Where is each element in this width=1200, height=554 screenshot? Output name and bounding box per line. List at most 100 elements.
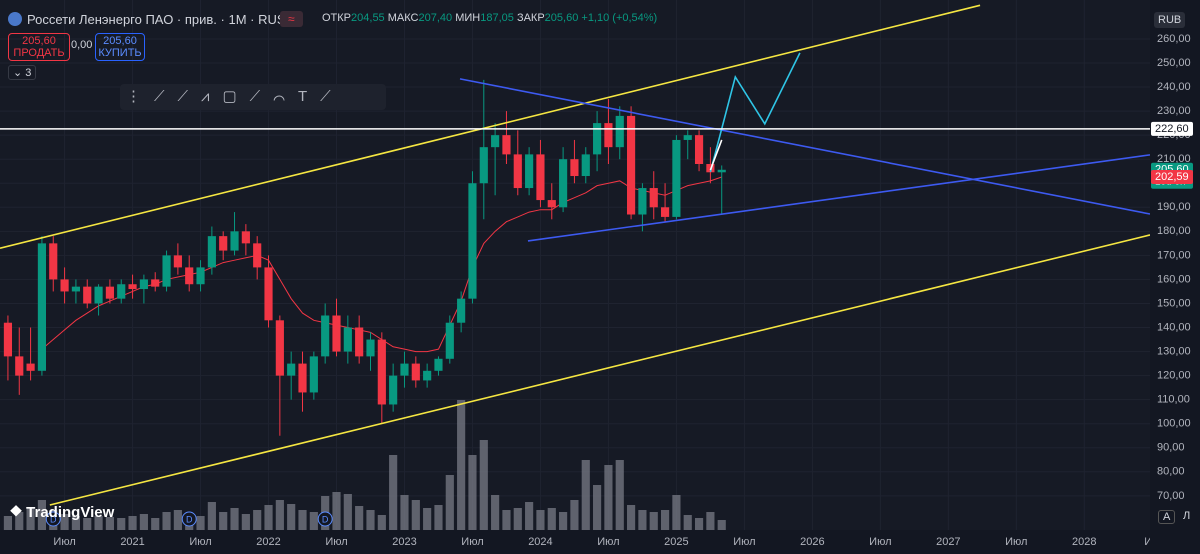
candle-body [581, 154, 590, 177]
volume-bar [219, 512, 228, 530]
candle-body [423, 370, 432, 381]
volume-bar [128, 516, 137, 530]
log-scale[interactable]: Л [1183, 510, 1191, 522]
candle-body [241, 231, 250, 244]
candle-body [683, 135, 692, 140]
buy-button[interactable]: 205,60 КУПИТЬ [95, 33, 145, 61]
x-tick-label: Июл [597, 536, 619, 548]
brand-text: TradingView [26, 504, 115, 521]
sell-button[interactable]: 205,60 ПРОДАТЬ [8, 33, 70, 61]
volume-bar [491, 495, 500, 530]
volume-bar [366, 510, 375, 530]
candle-body [298, 363, 307, 393]
volume-bar [309, 512, 318, 530]
dividend-label: D [322, 514, 329, 524]
volume-bar [683, 515, 692, 530]
price: 205,60 [22, 35, 56, 47]
candle-body [83, 286, 92, 304]
volume-bar [593, 485, 602, 530]
candle-body [525, 154, 534, 189]
drawing-toolbar[interactable]: ⋮⟋⟋⩘▢⟋⌒T⟋ [120, 84, 386, 110]
brand[interactable]: ⯁ TradingView [10, 504, 114, 521]
dividend-label: D [50, 514, 57, 524]
y-tick-label: 110,00 [1157, 394, 1190, 406]
trend-line [709, 139, 723, 171]
volume-bar [649, 512, 658, 530]
y-tick-label: 240,00 [1157, 81, 1191, 93]
candle-body [694, 135, 704, 165]
candle-body [60, 279, 69, 292]
volume-bar [253, 510, 262, 530]
volume-bar [389, 455, 398, 530]
volume-bar [60, 514, 69, 530]
candle-body [536, 154, 545, 201]
indicators-toggle[interactable]: ⌄ 3 [8, 65, 37, 80]
symbol-title[interactable]: Россети Ленэнерго ПАО · прив. · 1М · RUS [27, 12, 286, 27]
candle-body [672, 139, 681, 217]
volume-bar [411, 500, 420, 530]
x-tick-label: 2022 [256, 536, 280, 548]
volume-bar [377, 515, 386, 530]
label: МАКС [387, 12, 419, 24]
candle-body [105, 286, 114, 299]
value: 204,55 [351, 12, 385, 24]
y-tick-label: 90,00 [1157, 442, 1185, 454]
y-tick-label: 150,00 [1157, 297, 1191, 309]
y-tick-label: 80,00 [1157, 466, 1185, 478]
auto-scale[interactable]: A [1158, 510, 1176, 524]
volume-bar [672, 495, 681, 530]
volume-bar [547, 508, 556, 530]
candle-body [638, 188, 647, 215]
volume-bar [570, 500, 579, 530]
y-tick-label: 260,00 [1157, 33, 1191, 45]
x-tick-label: 2025 [664, 536, 688, 548]
candle-body [434, 358, 443, 371]
volume-bar [15, 512, 24, 530]
candle-body [219, 236, 228, 251]
candle-body [491, 135, 500, 148]
candle-body [615, 115, 624, 148]
candle-body [559, 159, 568, 208]
value: 205,60 [544, 12, 579, 24]
moving-average [41, 176, 722, 353]
candle-body [468, 183, 477, 299]
candle-body [37, 243, 46, 371]
volume-bar [196, 516, 205, 530]
volume-bar [468, 455, 477, 530]
volume-bar [241, 514, 250, 530]
y-tick-label: 130,00 [1157, 345, 1191, 357]
candle-body [389, 375, 398, 405]
candle-body [502, 135, 511, 155]
candle-body [287, 363, 296, 376]
candle-body [117, 284, 126, 299]
candle-body [377, 339, 386, 405]
volume-bar [275, 500, 284, 530]
candle-body [15, 356, 24, 376]
candle-body [230, 231, 239, 251]
x-tick-label: 2028 [1072, 536, 1096, 548]
currency[interactable]: RUB [1154, 12, 1186, 28]
x-tick-label: Июл [869, 536, 891, 548]
volume-bar [638, 510, 647, 530]
y-tick-label: 230,00 [1157, 105, 1191, 117]
badge[interactable]: ≈ [280, 11, 303, 27]
candle-body [49, 243, 58, 280]
volume-bar [162, 512, 171, 530]
dividend-label: D [186, 514, 193, 524]
candle-body [400, 363, 409, 376]
price-tag-label: 202,59 [1155, 171, 1189, 183]
y-tick-label: 140,00 [1157, 321, 1191, 333]
symbol-icon [8, 12, 22, 26]
candle-body [3, 322, 13, 357]
x-tick-label: 2026 [800, 536, 824, 548]
candle-body [309, 356, 318, 393]
volume-bar [37, 500, 46, 530]
volume-bar [117, 518, 126, 530]
volume-bar [525, 502, 534, 530]
y-tick-label: 100,00 [1157, 418, 1191, 430]
volume-bar [207, 502, 216, 530]
value: 207,40 [418, 12, 453, 24]
candle-body [321, 315, 330, 357]
y-tick-label: 170,00 [1157, 249, 1191, 261]
